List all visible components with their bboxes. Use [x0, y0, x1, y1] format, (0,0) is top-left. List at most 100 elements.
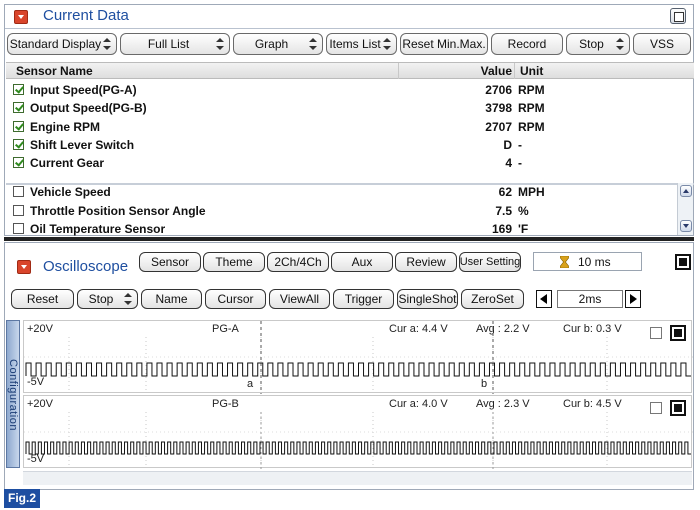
cursor-b-readout: Cur b: 4.5 V [563, 398, 622, 410]
sensor-name: Shift Lever Switch [30, 138, 135, 152]
table-row[interactable]: Throttle Position Sensor Angle 7.5 % [6, 202, 694, 220]
channel-record-icon[interactable] [670, 400, 686, 416]
vertical-scrollbar[interactable] [677, 183, 693, 235]
current-data-header: Current Data [5, 5, 693, 29]
standard-display-dropdown[interactable]: Standard Display [7, 33, 117, 55]
panel-splitter[interactable] [4, 237, 694, 241]
checkbox-unchecked[interactable] [13, 186, 24, 197]
cursor-button[interactable]: Cursor [205, 289, 266, 309]
maximize-icon[interactable] [670, 8, 686, 24]
cursor-a-readout: Cur a: 4.0 V [389, 398, 448, 410]
spinner-icon [383, 38, 391, 50]
sensor-value: 7.5 [495, 204, 512, 218]
checkbox-checked[interactable] [13, 139, 24, 150]
sensor-value: D [503, 138, 512, 152]
table-row[interactable]: Shift Lever Switch D - [6, 136, 694, 154]
column-header-value: Value [480, 64, 512, 78]
signal-trace [25, 362, 691, 377]
trigger-button[interactable]: Trigger [333, 289, 394, 309]
list-separator[interactable] [6, 183, 694, 185]
sensor-value: 2706 [485, 83, 512, 97]
items-list-dropdown[interactable]: Items List [326, 33, 397, 55]
cursor-b-marker: b [481, 378, 488, 390]
checkbox-unchecked[interactable] [13, 205, 24, 216]
spinner-icon [309, 38, 317, 50]
sensor-table: Sensor Name Value Unit Input Speed(PG-A)… [6, 62, 694, 236]
checkbox-checked[interactable] [13, 102, 24, 113]
horizontal-scrollbar[interactable] [23, 471, 692, 485]
channel-graph-pg-b[interactable]: +20V PG-B Cur a: 4.0 V Avg : 2.3 V Cur b… [23, 395, 693, 469]
max-voltage-label: +20V [27, 323, 53, 335]
aux-button[interactable]: Aux [331, 252, 393, 272]
checkbox-unchecked[interactable] [13, 223, 24, 234]
spinner-icon [103, 38, 111, 50]
record-toggle-icon[interactable] [675, 254, 691, 270]
vss-button[interactable]: VSS [633, 33, 691, 55]
reset-button[interactable]: Reset [11, 289, 74, 309]
checkbox-checked[interactable] [13, 121, 24, 132]
channel-graph-pg-a[interactable]: +20V PG-A Cur a: 4.4 V Avg : 2.2 V Cur b… [23, 320, 693, 394]
spinner-icon [124, 293, 132, 305]
zoom-decrease-icon[interactable] [536, 290, 552, 308]
sensor-value: 62 [498, 185, 512, 199]
theme-button[interactable]: Theme [203, 252, 265, 272]
sensor-name: Vehicle Speed [30, 185, 111, 199]
cursor-a-marker: a [247, 378, 254, 390]
spinner-icon [216, 38, 224, 50]
collapse-icon[interactable] [17, 260, 31, 274]
channel-record-icon[interactable] [670, 325, 686, 341]
table-row[interactable]: Output Speed(PG-B) 3798 RPM [6, 99, 694, 117]
column-header-name: Sensor Name [16, 64, 93, 78]
reset-min-max-button[interactable]: Reset Min.Max. [400, 33, 488, 55]
cursor-b-readout: Cur b: 0.3 V [563, 323, 622, 335]
sensor-button[interactable]: Sensor [139, 252, 201, 272]
table-row[interactable]: Current Gear 4 - [6, 154, 694, 172]
stop-dropdown[interactable]: Stop [77, 289, 138, 309]
channel-count-button[interactable]: 2Ch/4Ch [267, 252, 329, 272]
table-row[interactable]: Engine RPM 2707 RPM [6, 118, 694, 136]
zoom-increase-icon[interactable] [625, 290, 641, 308]
signal-trace [25, 441, 691, 455]
user-setting-button[interactable]: User Setting [459, 252, 521, 272]
table-row[interactable]: Oil Temperature Sensor 169 'F [6, 220, 694, 238]
max-voltage-label: +20V [27, 398, 53, 410]
channel-checkbox[interactable] [650, 327, 662, 339]
channel-name: PG-A [212, 323, 239, 335]
column-header-unit: Unit [520, 64, 544, 78]
review-button[interactable]: Review [395, 252, 457, 272]
record-button[interactable]: Record [491, 33, 563, 55]
sensor-unit: - [518, 138, 522, 152]
collapse-icon[interactable] [14, 10, 28, 24]
configuration-tab[interactable]: Configuration [6, 320, 20, 468]
panel-title: Oscilloscope [43, 258, 129, 275]
zero-set-button[interactable]: ZeroSet [461, 289, 524, 309]
sensor-name: Input Speed(PG-A) [30, 83, 137, 97]
scroll-down-icon[interactable] [680, 220, 692, 232]
graph-dropdown[interactable]: Graph [233, 33, 323, 55]
sensor-value: 4 [505, 156, 512, 170]
channel-checkbox[interactable] [650, 402, 662, 414]
view-all-button[interactable]: ViewAll [269, 289, 330, 309]
column-divider [398, 63, 399, 79]
full-list-dropdown[interactable]: Full List [120, 33, 230, 55]
sensor-value: 2707 [485, 120, 512, 134]
oscilloscope-panel: Oscilloscope Sensor Theme 2Ch/4Ch Aux Re… [4, 242, 694, 490]
sensor-unit: - [518, 156, 522, 170]
sensor-name: Current Gear [30, 156, 105, 170]
checkbox-checked[interactable] [13, 157, 24, 168]
table-header: Sensor Name Value Unit [6, 62, 694, 79]
sensor-name: Throttle Position Sensor Angle [30, 204, 206, 218]
stop-dropdown[interactable]: Stop [566, 33, 630, 55]
single-shot-button[interactable]: SingleShot [397, 289, 458, 309]
name-button[interactable]: Name [141, 289, 202, 309]
spinner-icon [616, 38, 624, 50]
zoom-level: 2ms [557, 290, 623, 308]
table-row[interactable]: Input Speed(PG-A) 2706 RPM [6, 81, 694, 99]
hourglass-icon [560, 256, 569, 268]
waveform-pg-a [24, 321, 693, 394]
table-row[interactable]: Vehicle Speed 62 MPH [6, 183, 694, 201]
checkbox-checked[interactable] [13, 84, 24, 95]
sensor-value: 3798 [485, 101, 512, 115]
sensor-unit: % [518, 204, 529, 218]
scroll-up-icon[interactable] [680, 185, 692, 197]
